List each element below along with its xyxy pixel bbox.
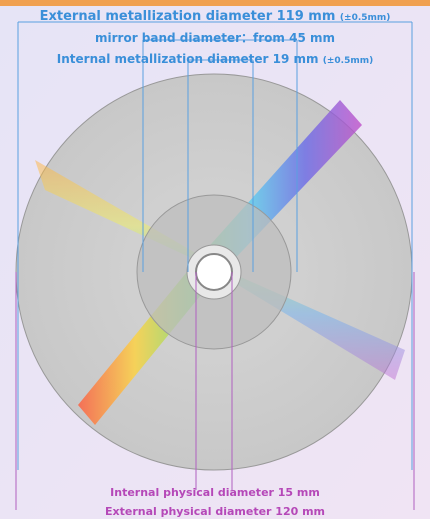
label: Internal physical diameter 15 mm: [110, 486, 320, 499]
dimension-lines: [17, 21, 413, 470]
label-text: Internal metallization diameter 19 mm: [57, 52, 319, 66]
label-tolerance: (±0.5mm): [323, 56, 373, 66]
physical-dimension-lines: [15, 272, 415, 510]
label-tolerance: (±0.5mm): [340, 13, 390, 23]
label-text: External metallization diameter 119 mm: [40, 9, 336, 24]
top-strip: [0, 0, 430, 6]
label: External physical diameter 120 mm: [105, 505, 325, 518]
label: External metallization diameter 119 mm (…: [40, 9, 391, 24]
label: Internal metallization diameter 19 mm (±…: [57, 52, 373, 66]
label: mirror band diameter：from 45 mm: [95, 31, 335, 45]
center-hole: [195, 253, 233, 291]
